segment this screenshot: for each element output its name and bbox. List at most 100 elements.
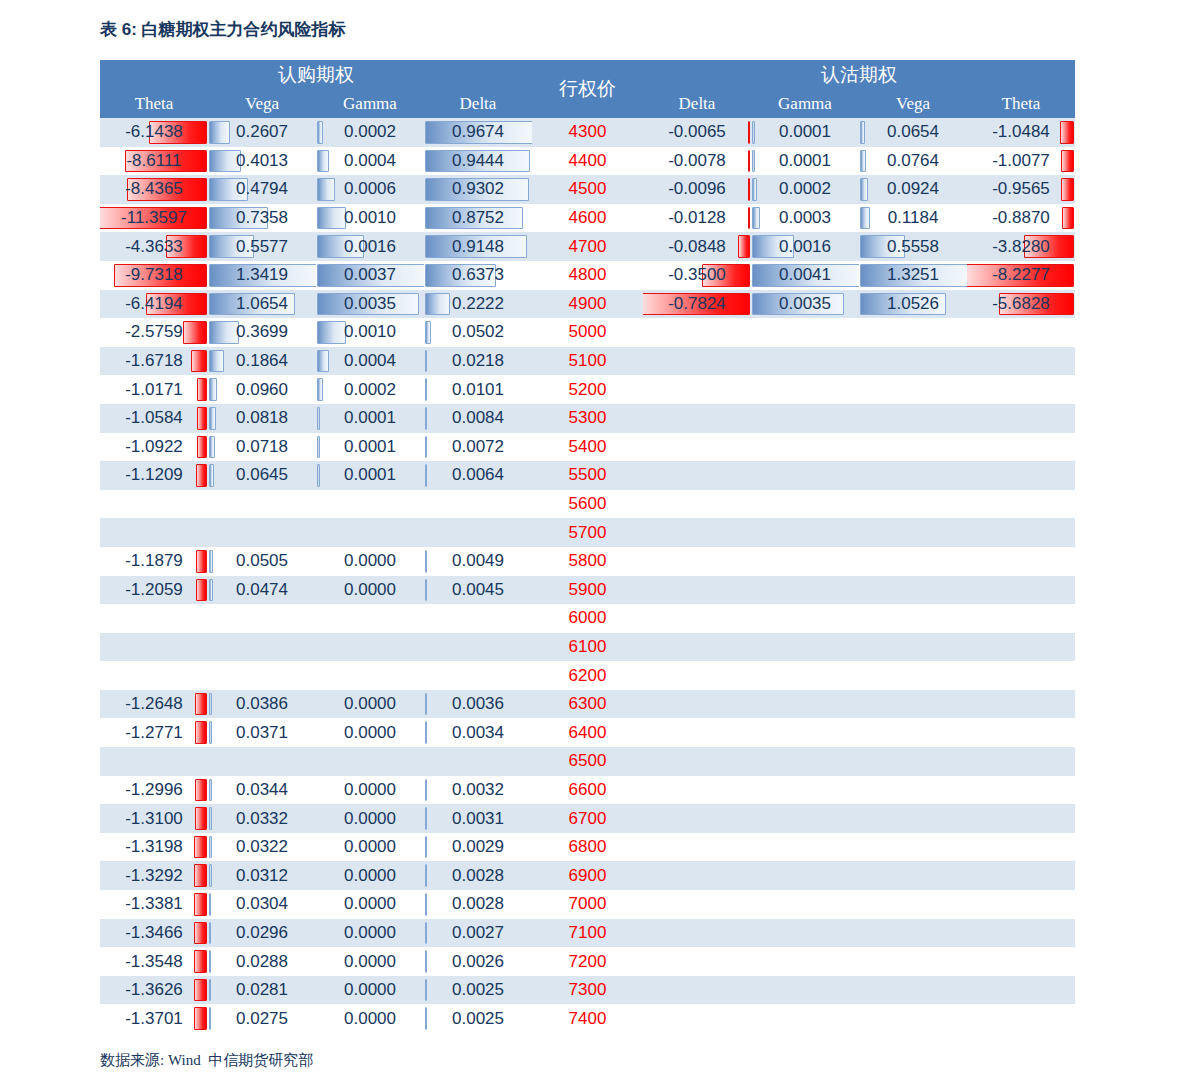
put-delta-cell [643,747,751,776]
call-gamma-cell [316,518,424,547]
call-delta-cell: 0.0034 [424,718,532,747]
cell-value: 0.2222 [452,294,504,313]
table-row: -1.26480.03860.00000.00366300 [100,690,1075,719]
call-gamma-cell: 0.0000 [316,804,424,833]
cell-value: 0.0064 [452,465,504,484]
data-bar [860,178,868,201]
call-theta-cell: -11.3597 [100,204,208,233]
data-bar [1060,121,1074,144]
cell-value: 0.0818 [236,408,288,427]
call-vega-cell: 0.0344 [208,776,316,805]
cell-value: 0.0924 [887,179,939,198]
call-delta-cell [424,633,532,662]
data-bar [860,121,865,144]
put-gamma-cell: 0.0035 [751,290,859,319]
put-delta-cell: -0.0065 [643,118,751,147]
call-delta-cell: 0.0064 [424,461,532,490]
put-group-header: 认沽期权 [643,60,1075,89]
cell-value: -1.3292 [125,866,183,885]
data-bar [425,436,427,459]
strike-cell: 7100 [532,919,643,948]
put-vega-cell [859,776,967,805]
call-vega-cell: 0.0718 [208,433,316,462]
strike-cell: 5600 [532,490,643,519]
data-bar [194,922,207,945]
cell-value: -0.0128 [668,208,726,227]
table-row: -1.05840.08180.00010.00845300 [100,404,1075,433]
call-gamma-cell: 0.0000 [316,861,424,890]
call-theta-cell: -1.2648 [100,690,208,719]
col-header-put-delta: Delta [643,89,751,118]
put-delta-cell: -0.0128 [643,204,751,233]
page: { "title": "表 6: 白糖期权主力合约风险指标", "footer"… [0,0,1191,1091]
put-theta-cell [967,661,1075,690]
cell-value: 0.0000 [344,894,396,913]
data-bar [425,321,431,344]
cell-value: 0.0025 [452,1009,504,1028]
cell-value: 0.0502 [452,322,504,341]
call-gamma-cell: 0.0000 [316,547,424,576]
put-vega-cell [859,461,967,490]
call-gamma-cell: 0.0035 [316,290,424,319]
data-bar [209,893,211,916]
put-gamma-cell [751,718,859,747]
call-theta-cell: -2.5759 [100,318,208,347]
put-delta-cell [643,947,751,976]
call-delta-cell: 0.9674 [424,118,532,147]
put-vega-cell: 0.0764 [859,147,967,176]
call-theta-cell: -1.0922 [100,433,208,462]
table-row: -1.09220.07180.00010.00725400 [100,433,1075,462]
data-bar [317,378,323,401]
call-vega-cell: 0.4794 [208,175,316,204]
cell-value: 0.4013 [236,151,288,170]
data-bar [425,779,427,802]
data-bar [209,436,215,459]
cell-value: 0.1184 [888,208,939,227]
call-theta-cell: -1.3100 [100,804,208,833]
put-vega-cell [859,490,967,519]
put-theta-cell: -0.9565 [967,175,1075,204]
put-vega-cell [859,718,967,747]
cell-value: -1.1209 [125,465,183,484]
call-gamma-cell: 0.0000 [316,718,424,747]
cell-value: 0.0000 [344,866,396,885]
table-row: -6.41941.06540.00350.22224900-0.78240.00… [100,290,1075,319]
strike-header: 行权价 [532,60,643,118]
put-theta-cell [967,833,1075,862]
call-gamma-cell: 0.0004 [316,347,424,376]
put-gamma-cell [751,433,859,462]
call-theta-cell: -1.3381 [100,890,208,919]
strike-cell: 5000 [532,318,643,347]
data-bar [425,950,427,973]
cell-value: -1.0922 [125,437,183,456]
data-bar [194,836,207,859]
table-row: -1.12090.06450.00010.00645500 [100,461,1075,490]
put-gamma-cell [751,833,859,862]
call-theta-cell [100,490,208,519]
data-bar [209,350,224,373]
put-vega-cell [859,890,967,919]
call-delta-cell: 0.0218 [424,347,532,376]
call-delta-cell [424,661,532,690]
data-bar [425,979,427,1002]
data-bar [194,950,207,973]
call-theta-cell: -1.3626 [100,976,208,1005]
data-bar [209,378,217,401]
put-theta-cell: -0.8870 [967,204,1075,233]
call-gamma-cell: 0.0010 [316,318,424,347]
call-delta-cell: 0.9444 [424,147,532,176]
data-bar [425,407,427,430]
call-vega-cell: 0.0332 [208,804,316,833]
data-bar [183,321,207,344]
put-gamma-cell [751,1004,859,1033]
strike-cell: 4700 [532,232,643,261]
call-theta-cell: -1.3701 [100,1004,208,1033]
cell-value: 0.0718 [236,437,288,456]
cell-value: 0.0001 [779,151,831,170]
call-vega-cell: 0.3699 [208,318,316,347]
put-delta-cell [643,861,751,890]
cell-value: -11.3597 [121,208,187,227]
cell-value: 0.0028 [452,894,504,913]
cell-value: 0.0000 [344,1009,396,1028]
cell-value: 1.0526 [887,294,939,313]
